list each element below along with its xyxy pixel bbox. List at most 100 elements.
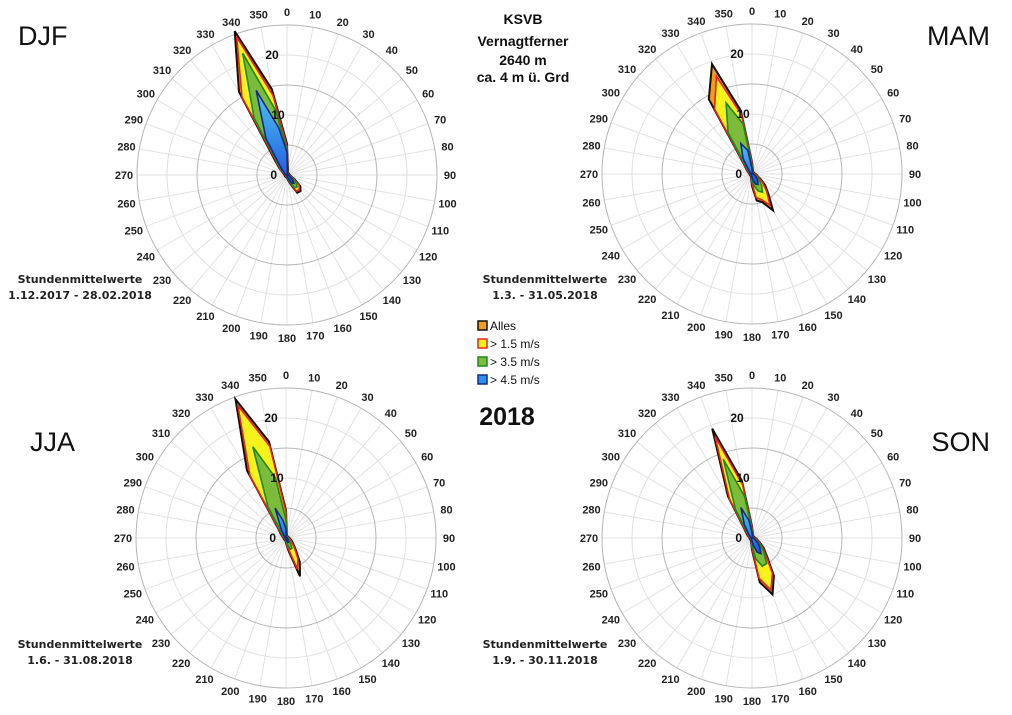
direction-label: 10 <box>308 373 320 385</box>
direction-label: 350 <box>715 373 733 385</box>
direction-label: 300 <box>602 452 620 464</box>
spoke-140 <box>286 174 384 291</box>
spoke-190 <box>259 537 287 686</box>
ring-20 <box>165 417 407 659</box>
direction-label: 120 <box>884 251 902 263</box>
spoke-130 <box>751 173 868 271</box>
spoke-300 <box>156 99 288 176</box>
direction-label: 230 <box>618 638 636 650</box>
direction-label: 320 <box>172 408 190 420</box>
direction-label: 160 <box>334 323 352 335</box>
title-line-4: ca. 4 m ü. Grd <box>477 69 570 85</box>
direction-label: 70 <box>899 113 911 125</box>
direction-label: 280 <box>117 142 135 154</box>
direction-label: 180 <box>743 332 761 344</box>
spoke-10 <box>286 27 314 176</box>
spoke-310 <box>171 78 288 176</box>
spoke-220 <box>655 537 753 654</box>
direction-label: 140 <box>848 658 866 670</box>
period-dates: 1.9. - 30.11.2018 <box>492 654 597 667</box>
spoke-100 <box>285 537 434 565</box>
radial-tick-label: 20 <box>730 411 744 425</box>
spoke-110 <box>286 174 429 227</box>
direction-label: 340 <box>687 16 705 28</box>
direction-label: 0 <box>749 6 755 18</box>
year-label: 2018 <box>479 403 535 431</box>
spoke-230 <box>636 173 753 271</box>
spoke-260 <box>139 174 288 202</box>
season-label: DJF <box>18 21 68 51</box>
spoke-50 <box>751 77 868 175</box>
direction-label: 140 <box>848 294 866 306</box>
spoke-290 <box>145 123 288 176</box>
spoke-60 <box>751 462 883 539</box>
direction-label: 50 <box>871 64 883 76</box>
direction-label: 240 <box>137 252 155 264</box>
wind-rose-mam: 0 102030405060708090100110120130140150160… <box>483 6 990 344</box>
period-label: Stundenmittelwerte <box>18 273 143 286</box>
direction-label: 290 <box>590 477 608 489</box>
spoke-320 <box>190 59 288 176</box>
direction-label: 50 <box>871 428 883 440</box>
direction-label: 310 <box>152 428 170 440</box>
period-label: Stundenmittelwerte <box>483 638 608 651</box>
spoke-10 <box>751 390 779 539</box>
spoke-50 <box>285 441 402 539</box>
title-line-3: 2640 m <box>499 52 546 68</box>
legend-swatch <box>477 320 488 331</box>
spoke-190 <box>260 174 288 323</box>
spoke-190 <box>725 173 753 322</box>
direction-label: 110 <box>896 589 914 601</box>
direction-label: 250 <box>590 589 608 601</box>
spoke-110 <box>285 537 428 590</box>
spoke-310 <box>636 441 753 539</box>
direction-label: 190 <box>250 331 268 343</box>
spoke-120 <box>285 537 417 614</box>
direction-label: 240 <box>136 615 154 627</box>
direction-label: 220 <box>173 295 191 307</box>
spoke-30 <box>285 407 362 539</box>
direction-label: 10 <box>774 9 786 21</box>
direction-label: 40 <box>385 408 397 420</box>
direction-label: 200 <box>687 322 705 334</box>
spoke-190 <box>725 537 753 686</box>
direction-label: 330 <box>661 392 679 404</box>
ring-10 <box>226 114 348 236</box>
spoke-200 <box>234 537 287 680</box>
direction-label: 90 <box>444 170 456 182</box>
direction-label: 330 <box>196 29 214 41</box>
direction-label: 100 <box>438 198 456 210</box>
spoke-320 <box>655 58 753 175</box>
spoke-200 <box>235 174 288 317</box>
direction-label: 20 <box>337 17 349 29</box>
spoke-260 <box>138 537 287 565</box>
direction-label: 220 <box>172 658 190 670</box>
spoke-100 <box>751 537 900 565</box>
direction-label: 10 <box>309 10 321 22</box>
spoke-60 <box>285 462 417 539</box>
direction-label: 90 <box>909 169 921 181</box>
legend: Alles > 1.5 m/s > 3.5 m/s > 4.5 m/s <box>477 319 540 387</box>
direction-label: 320 <box>638 408 656 420</box>
spoke-60 <box>286 99 418 176</box>
spoke-220 <box>190 174 288 291</box>
direction-label: 260 <box>582 197 600 209</box>
title-line-1: KSVB <box>504 11 543 27</box>
spoke-170 <box>286 174 314 323</box>
spoke-80 <box>751 147 900 175</box>
spoke-110 <box>751 173 894 226</box>
direction-label: 20 <box>802 16 814 28</box>
direction-label: 170 <box>771 694 789 706</box>
ring-25 <box>135 387 437 689</box>
period-dates: 1.3. - 31.05.2018 <box>492 289 597 302</box>
direction-label: 130 <box>868 274 886 286</box>
direction-label: 160 <box>799 322 817 334</box>
direction-label: 170 <box>305 694 323 706</box>
spoke-290 <box>144 486 287 539</box>
direction-label: 290 <box>590 113 608 125</box>
radial-tick-label: 0 <box>735 167 742 181</box>
direction-label: 50 <box>405 428 417 440</box>
spoke-100 <box>751 173 900 201</box>
period-dates: 1.12.2017 - 28.02.2018 <box>8 289 152 302</box>
